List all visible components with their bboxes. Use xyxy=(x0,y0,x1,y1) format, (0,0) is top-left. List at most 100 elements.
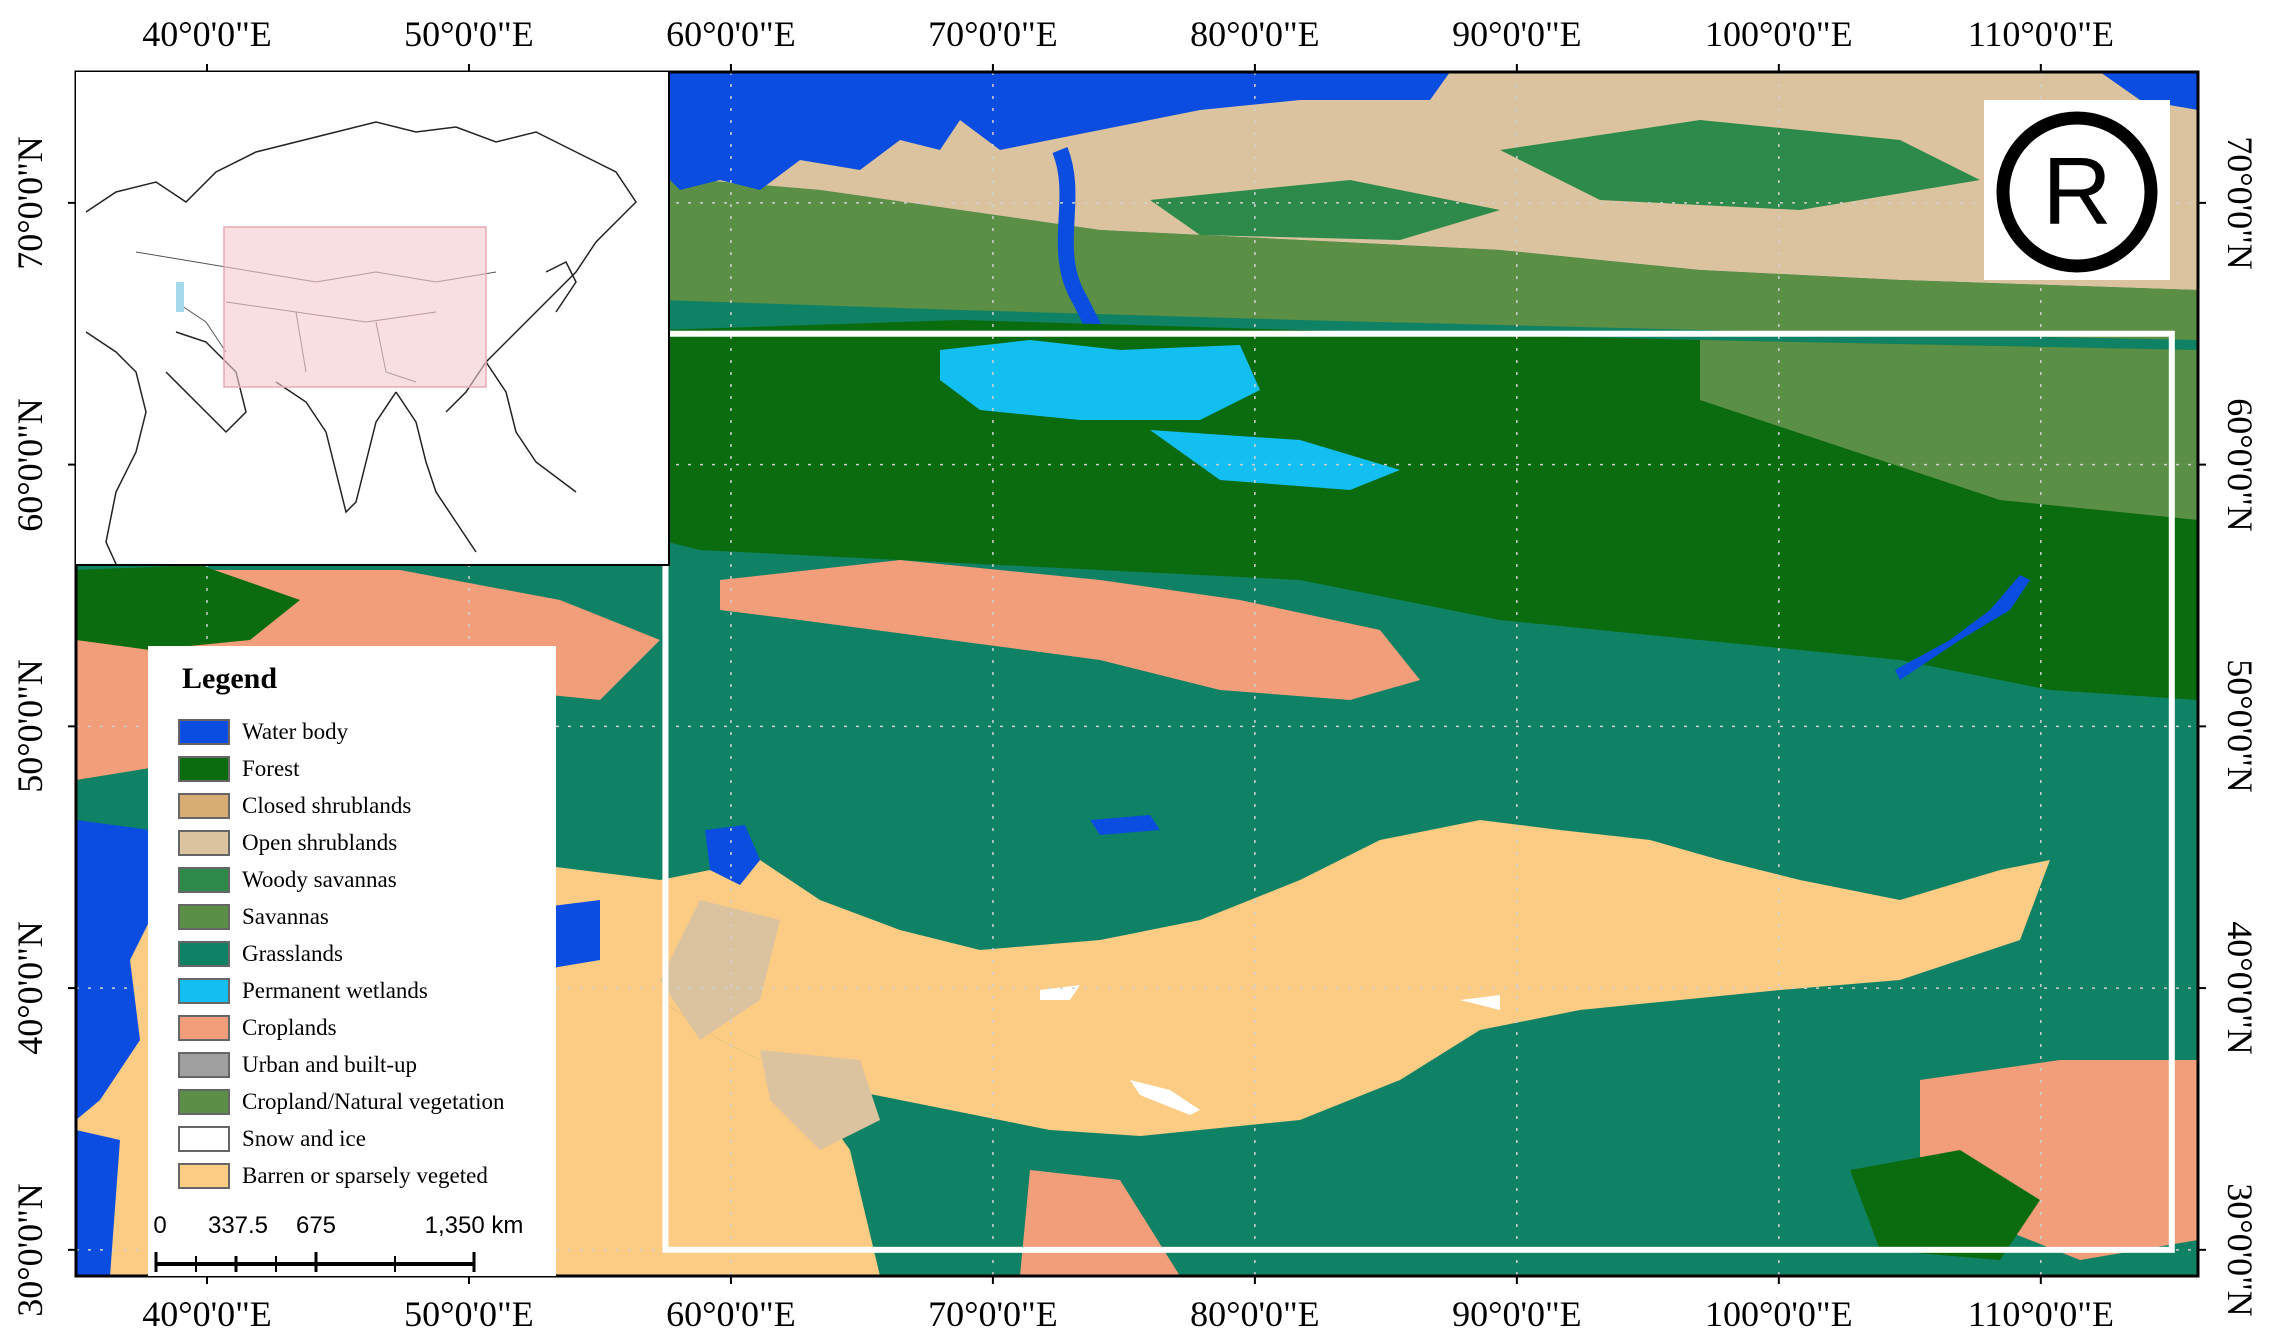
map-frame xyxy=(74,70,2200,1278)
legend-item: Cropland/Natural vegetation xyxy=(178,1086,505,1118)
wetlands-2 xyxy=(1150,430,1400,490)
legend-swatch xyxy=(178,1052,230,1078)
registered-logo: R xyxy=(1984,100,2170,280)
snow-3 xyxy=(1460,995,1500,1010)
legend-label: Urban and built-up xyxy=(242,1052,418,1077)
legend-item: Forest xyxy=(178,753,300,785)
legend-label: Open shrublands xyxy=(242,830,398,855)
coordinate-label: 50°0'0"E xyxy=(404,1294,534,1334)
legend-label: Cropland/Natural vegetation xyxy=(242,1089,505,1114)
wetlands-west-siberia xyxy=(940,340,1260,420)
inset-coastline-india xyxy=(275,381,397,514)
scale-bar xyxy=(154,1252,476,1272)
legend-item: Water body xyxy=(178,716,348,748)
inset-svg xyxy=(85,121,637,565)
legend-label: Croplands xyxy=(242,1015,337,1040)
legend-item: Closed shrublands xyxy=(178,790,411,822)
coordinate-label: 110°0'0"E xyxy=(1967,1294,2114,1334)
aral-sea xyxy=(705,825,760,885)
inset-locator-map xyxy=(76,72,670,566)
coordinate-label: 40°0'0"N xyxy=(2220,921,2260,1055)
woody-savannas-north-2 xyxy=(1150,180,1500,240)
legend-item: Savannas xyxy=(178,901,329,933)
woody-savannas-north xyxy=(1500,120,1980,210)
legend-swatch xyxy=(178,719,230,745)
coordinate-label: 50°0'0"E xyxy=(404,14,534,54)
snow-1 xyxy=(1130,1080,1200,1115)
legend-swatch xyxy=(178,1089,230,1115)
legend-swatch xyxy=(178,1126,230,1152)
open-shrub-sw2 xyxy=(760,1050,880,1150)
legend-label: Snow and ice xyxy=(242,1126,366,1151)
legend-label: Barren or sparsely vegeted xyxy=(242,1163,488,1188)
coordinate-label: 60°0'0"N xyxy=(2220,397,2260,532)
legend-label: Forest xyxy=(242,756,300,781)
coordinate-label: 50°0'0"N xyxy=(10,659,50,794)
inset-coastline-europe xyxy=(85,121,637,413)
legend-label: Grasslands xyxy=(242,941,343,966)
caspian-sea xyxy=(76,820,160,1120)
coordinate-label: 30°0'0"N xyxy=(10,1183,50,1317)
scale-bar-labels: 0 337.5 675 1,350 km xyxy=(148,1212,556,1242)
coordinate-label: 50°0'0"N xyxy=(2220,659,2260,794)
legend-item: Croplands xyxy=(178,1012,337,1044)
legend-swatch xyxy=(178,793,230,819)
legend-label: Woody savannas xyxy=(242,867,397,892)
legend-swatch xyxy=(178,978,230,1004)
legend-swatch xyxy=(178,941,230,967)
coordinate-label: 40°0'0"E xyxy=(142,14,272,54)
croplands-kazakh-north xyxy=(720,560,1420,700)
coordinate-label: 40°0'0"E xyxy=(142,1294,272,1334)
legend-title: Legend xyxy=(182,662,278,695)
coordinate-label: 30°0'0"N xyxy=(2220,1183,2260,1317)
legend-label: Permanent wetlands xyxy=(242,978,428,1003)
forest-southeast xyxy=(1850,1150,2040,1260)
legend-swatch xyxy=(178,1163,230,1189)
legend-item: Woody savannas xyxy=(178,864,397,896)
lake-baikal xyxy=(1895,575,2030,680)
legend-label: Water body xyxy=(242,719,349,744)
inset-coastline-seasia xyxy=(395,361,577,553)
legend-swatch xyxy=(178,756,230,782)
scale-label-3: 1,350 km xyxy=(424,1212,524,1239)
axis-ticks xyxy=(68,64,2206,1284)
water-east xyxy=(2100,72,2198,110)
inset-coastline-africa xyxy=(85,331,147,565)
legend-swatch xyxy=(178,1015,230,1041)
legend-item: Urban and built-up xyxy=(178,1049,417,1081)
inset-study-area xyxy=(223,226,487,388)
inset-japan xyxy=(545,260,577,313)
scale-label-0: 0 xyxy=(153,1212,167,1239)
coordinate-label: 70°0'0"E xyxy=(928,14,1058,54)
legend-item: Grasslands xyxy=(178,938,343,970)
coordinate-label: 80°0'0"E xyxy=(1190,14,1320,54)
coordinate-label: 90°0'0"E xyxy=(1452,1294,1582,1334)
legend-item: Open shrublands xyxy=(178,827,397,859)
inset-caspian xyxy=(176,282,184,312)
scale-label-1: 337.5 xyxy=(207,1212,269,1239)
coordinate-label: 70°0'0"E xyxy=(928,1294,1058,1334)
legend-item: Barren or sparsely vegeted xyxy=(178,1160,488,1192)
coordinate-label: 90°0'0"E xyxy=(1452,14,1582,54)
balkhash xyxy=(1090,815,1160,835)
svg-text:R: R xyxy=(2042,138,2111,245)
open-shrub-sw xyxy=(660,900,780,1040)
savanna-east xyxy=(1700,340,2198,520)
caspian-sea-2 xyxy=(76,1130,120,1276)
coordinate-label: 100°0'0"E xyxy=(1705,14,1853,54)
study-area-box xyxy=(662,330,2175,1253)
registered-trademark-icon: R xyxy=(1996,111,2158,273)
coordinate-label: 70°0'0"N xyxy=(2220,136,2260,270)
inset-coastline-arabia xyxy=(165,331,247,434)
coordinate-label: 70°0'0"N xyxy=(10,136,50,270)
coordinate-label: 60°0'0"E xyxy=(666,14,796,54)
arctic-water xyxy=(660,72,1450,190)
coordinate-label: 110°0'0"E xyxy=(1967,14,2114,54)
coordinate-label: 40°0'0"N xyxy=(10,921,50,1055)
barren-central-asia xyxy=(660,820,2050,1140)
legend-swatch xyxy=(178,904,230,930)
coordinate-label: 80°0'0"E xyxy=(1190,1294,1320,1334)
savannas-north xyxy=(660,150,2198,340)
forest-west-top xyxy=(76,565,300,650)
